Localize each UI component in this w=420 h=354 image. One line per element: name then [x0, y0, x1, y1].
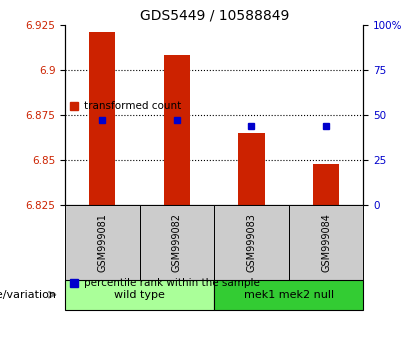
Bar: [239, 133, 265, 205]
Text: GSM999083: GSM999083: [247, 213, 257, 272]
Bar: [164, 56, 190, 205]
Bar: [214, 205, 289, 280]
Text: genotype/variation: genotype/variation: [0, 290, 57, 300]
Text: GSM999082: GSM999082: [172, 213, 182, 272]
Text: transformed count: transformed count: [84, 101, 181, 111]
Bar: [65, 280, 214, 310]
Text: wild type: wild type: [114, 290, 165, 300]
Bar: [289, 205, 363, 280]
Bar: [65, 205, 139, 280]
Text: mek1 mek2 null: mek1 mek2 null: [244, 290, 334, 300]
Title: GDS5449 / 10588849: GDS5449 / 10588849: [139, 8, 289, 22]
Text: GSM999081: GSM999081: [97, 213, 108, 272]
Bar: [89, 32, 116, 205]
Text: percentile rank within the sample: percentile rank within the sample: [84, 278, 260, 288]
Bar: [214, 280, 363, 310]
Bar: [139, 205, 214, 280]
Text: GSM999084: GSM999084: [321, 213, 331, 272]
Bar: [313, 164, 339, 205]
